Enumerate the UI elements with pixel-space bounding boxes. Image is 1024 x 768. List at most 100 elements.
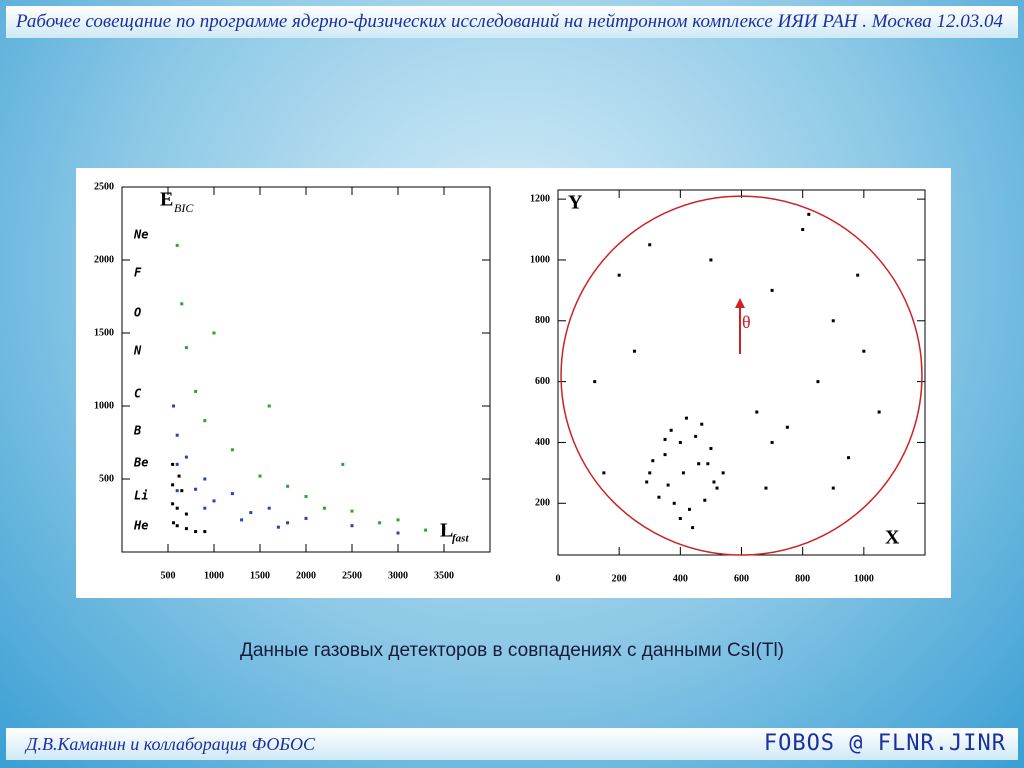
point xyxy=(304,495,308,499)
x-tick-label: 3500 xyxy=(434,570,454,581)
element-label: Be xyxy=(133,456,148,470)
element-label: O xyxy=(134,306,141,320)
point xyxy=(230,492,234,496)
footer: Д.В.Каманин и коллаборация ФОБОС FOBOS @ … xyxy=(6,728,1018,760)
point xyxy=(666,483,670,487)
x-axis-label-sub: fast xyxy=(452,533,469,545)
point xyxy=(341,462,345,466)
point xyxy=(712,480,716,484)
point xyxy=(249,511,253,515)
element-label: Ne xyxy=(133,228,148,242)
y-tick-label: 800 xyxy=(535,315,550,326)
point xyxy=(755,410,759,414)
point xyxy=(709,258,713,262)
element-label: He xyxy=(133,519,148,533)
point xyxy=(212,331,216,335)
point xyxy=(691,526,695,530)
point xyxy=(721,471,725,475)
point xyxy=(175,506,179,510)
point xyxy=(688,507,692,511)
x-tick-label: 500 xyxy=(161,570,176,581)
point xyxy=(184,512,188,516)
point xyxy=(703,498,707,502)
x-tick-label: 2000 xyxy=(296,570,316,581)
header-title: Рабочее совещание по программе ядерно-фи… xyxy=(16,11,1004,32)
point xyxy=(230,448,234,452)
x-tick-label: 3000 xyxy=(388,570,408,581)
caption: Данные газовых детекторов в совпадениях … xyxy=(240,640,784,661)
point xyxy=(593,380,597,384)
point xyxy=(678,440,682,444)
point xyxy=(645,480,649,484)
point xyxy=(203,477,207,481)
point xyxy=(663,437,667,441)
point xyxy=(877,410,881,414)
x-tick-label: 2500 xyxy=(342,570,362,581)
point xyxy=(672,501,676,505)
point xyxy=(847,456,851,460)
point xyxy=(681,471,685,475)
plot-frame xyxy=(557,189,926,556)
point xyxy=(184,455,188,459)
point xyxy=(709,447,713,451)
point xyxy=(172,404,176,408)
point xyxy=(706,462,710,466)
y-tick-label: 400 xyxy=(535,437,550,448)
point xyxy=(648,243,652,247)
x-tick-label: 600 xyxy=(734,573,749,584)
point xyxy=(684,416,688,420)
element-label: C xyxy=(134,387,142,401)
point xyxy=(856,273,860,277)
point xyxy=(764,486,768,490)
header: Рабочее совещание по программе ядерно-фи… xyxy=(6,6,1018,38)
point xyxy=(770,288,774,292)
element-label: N xyxy=(133,344,142,358)
point xyxy=(267,506,271,510)
y-tick-label: 2000 xyxy=(94,254,114,265)
y-tick-label: 200 xyxy=(535,498,550,509)
points xyxy=(593,212,881,530)
point xyxy=(801,228,805,232)
y-tick-label: 1500 xyxy=(94,327,114,338)
point xyxy=(203,419,207,423)
point xyxy=(180,489,184,493)
point xyxy=(171,462,175,466)
y-tick-label: 600 xyxy=(535,376,550,387)
point xyxy=(669,428,673,432)
point xyxy=(617,273,621,277)
point xyxy=(322,506,326,510)
x-axis-label: L xyxy=(440,520,453,542)
x-axis-label: X xyxy=(885,527,900,549)
point xyxy=(194,530,198,534)
point xyxy=(180,302,184,306)
point xyxy=(785,425,789,429)
point xyxy=(184,346,188,350)
point xyxy=(267,404,271,408)
point xyxy=(770,440,774,444)
point xyxy=(697,462,701,466)
point xyxy=(651,459,655,463)
point xyxy=(175,433,179,437)
point xyxy=(177,474,181,478)
point xyxy=(350,509,354,513)
point xyxy=(175,489,179,493)
x-tick-label: 1000 xyxy=(854,573,874,584)
y-axis-label: E xyxy=(160,189,173,211)
x-tick-label: 1000 xyxy=(204,570,224,581)
charts: 500 1000 1500 2000 2500 3000 35005001000150020… xyxy=(76,168,951,598)
point xyxy=(194,487,198,491)
point xyxy=(602,471,606,475)
x-tick-label: 0 xyxy=(556,573,561,584)
point xyxy=(240,518,244,522)
point xyxy=(203,530,207,534)
point xyxy=(663,453,667,457)
y-axis-label-sub: BIC xyxy=(174,201,194,215)
x-tick-label: 400 xyxy=(673,573,688,584)
x-tick-label: 1500 xyxy=(250,570,270,581)
element-label: B xyxy=(133,424,141,438)
y-tick-label: 500 xyxy=(99,473,114,484)
point xyxy=(807,212,811,216)
point xyxy=(632,349,636,353)
point xyxy=(350,524,354,528)
